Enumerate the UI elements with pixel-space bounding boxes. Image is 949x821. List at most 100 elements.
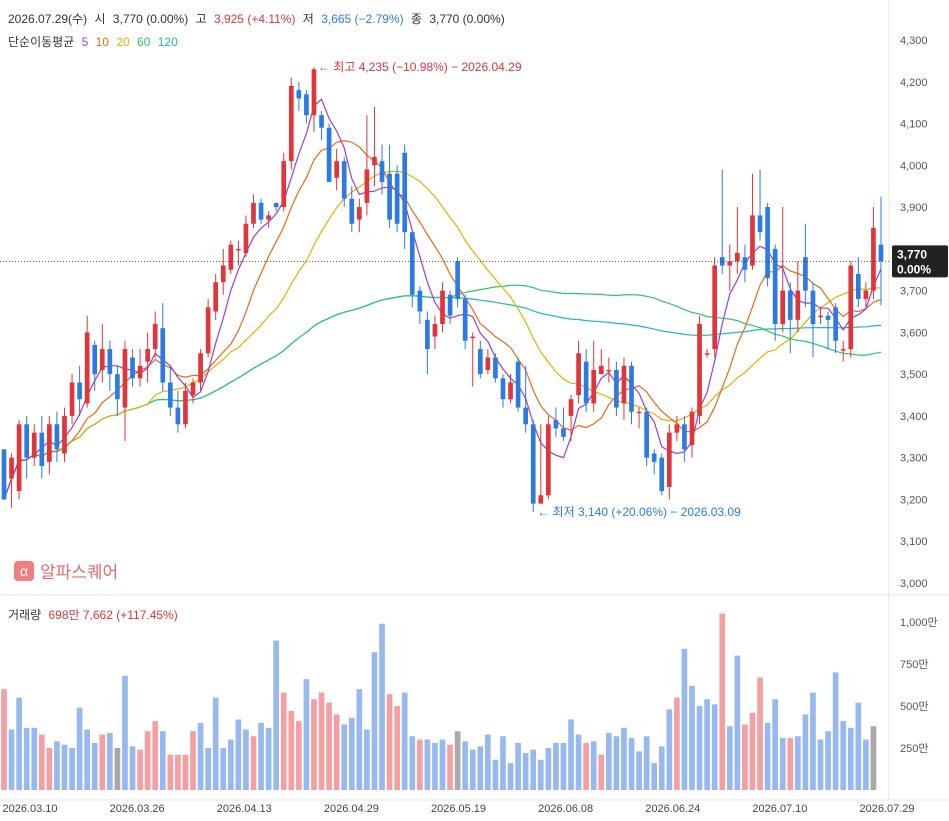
candle-body bbox=[447, 294, 453, 316]
close-label: 종 bbox=[410, 12, 422, 26]
candle-body bbox=[220, 265, 226, 283]
candle-body bbox=[682, 424, 687, 450]
volume-bar bbox=[371, 652, 378, 790]
low-label: 저 bbox=[302, 12, 314, 26]
volume-bar bbox=[817, 739, 824, 790]
candle-body bbox=[334, 161, 339, 178]
open-label: 시 bbox=[94, 12, 106, 26]
candle-body bbox=[742, 257, 748, 270]
candle-body bbox=[863, 290, 869, 299]
candle-body bbox=[855, 273, 861, 299]
candle-body bbox=[137, 365, 143, 379]
volume-bar bbox=[787, 737, 794, 790]
volume-bar bbox=[23, 727, 30, 790]
candle-body bbox=[704, 353, 710, 355]
candle-body bbox=[394, 173, 400, 224]
volume-bar bbox=[734, 655, 741, 790]
candle-body bbox=[765, 207, 770, 279]
volume-bar bbox=[99, 734, 106, 790]
candle-body bbox=[341, 161, 347, 199]
candle-body bbox=[47, 424, 52, 462]
date-tick-label: 2026.06.24 bbox=[645, 803, 700, 815]
volume-bar bbox=[666, 709, 673, 790]
alpha-logo-icon: α bbox=[14, 560, 34, 581]
candle-body bbox=[54, 424, 60, 450]
date-tick-label: 2026.03.26 bbox=[110, 803, 165, 815]
candle-body bbox=[666, 432, 672, 487]
candle-body bbox=[553, 420, 559, 429]
volume-bar bbox=[379, 623, 385, 790]
volume-bar bbox=[190, 731, 196, 790]
candle-body bbox=[561, 428, 566, 437]
candle-body bbox=[500, 378, 506, 400]
ma10-legend: 10 bbox=[95, 35, 109, 49]
price-tick-label: 3,200 bbox=[900, 494, 928, 506]
candle-body bbox=[409, 232, 415, 295]
volume-bar bbox=[69, 748, 75, 790]
candle-body bbox=[530, 424, 536, 504]
header-date: 2026.07.29(수) bbox=[8, 12, 88, 26]
volume-bar bbox=[462, 741, 469, 790]
volume-bar bbox=[212, 697, 219, 790]
candle-body bbox=[266, 215, 271, 220]
price-tick-label: 3,300 bbox=[900, 453, 928, 465]
volume-bar bbox=[726, 726, 733, 790]
candle-body bbox=[636, 411, 642, 414]
candle-body bbox=[175, 407, 181, 425]
volume-bar bbox=[401, 692, 408, 790]
volume-tick-label: 250만 bbox=[900, 742, 928, 755]
volume-bar bbox=[296, 721, 302, 790]
candle-body bbox=[576, 353, 581, 396]
volume-bar bbox=[220, 748, 227, 790]
candle-body bbox=[772, 248, 778, 325]
price-tick-label: 3,900 bbox=[900, 202, 928, 214]
volume-bar bbox=[522, 753, 529, 790]
volume-bar bbox=[492, 759, 499, 790]
volume-bar bbox=[575, 734, 582, 790]
volume-bar bbox=[341, 724, 348, 790]
candle-body bbox=[795, 290, 801, 320]
volume-tick-label: 500만 bbox=[900, 700, 928, 713]
candle-body bbox=[591, 369, 597, 404]
alphasquare-logo: α 알파스퀘어 bbox=[14, 558, 118, 583]
volume-bar bbox=[250, 736, 257, 790]
candle-body bbox=[440, 290, 445, 325]
volume-bar bbox=[280, 692, 287, 790]
volume-bar bbox=[530, 749, 537, 790]
candle-body bbox=[130, 357, 135, 379]
ma20-line bbox=[3, 170, 881, 500]
candle-body bbox=[787, 290, 793, 320]
volume-bar bbox=[76, 707, 83, 790]
volume-bar bbox=[613, 736, 620, 790]
candle-body bbox=[878, 244, 884, 262]
date-tick-label: 2026.07.10 bbox=[752, 803, 807, 815]
candle-body bbox=[311, 69, 317, 116]
volume-bar bbox=[545, 748, 552, 790]
candle-body bbox=[750, 215, 755, 266]
volume-bar bbox=[674, 697, 680, 790]
low-value: 3,665 (−2.79%) bbox=[321, 12, 404, 26]
candle-body bbox=[485, 357, 491, 370]
date-tick-label: 2026.05.19 bbox=[431, 803, 486, 815]
volume-bar bbox=[553, 742, 559, 790]
ma60-legend: 60 bbox=[137, 35, 151, 49]
volume-bar bbox=[258, 722, 264, 790]
ma-legend[interactable]: 단순이동평균 5 10 20 60 120 bbox=[8, 33, 182, 50]
candle-body bbox=[99, 349, 105, 370]
volume-bar bbox=[651, 763, 658, 790]
volume-bar bbox=[583, 742, 589, 790]
volume-bar bbox=[1, 689, 7, 790]
volume-header: 거래량 698만 7,662 (+117.45%) bbox=[8, 606, 182, 623]
candle-body bbox=[326, 127, 332, 183]
candle-body bbox=[621, 365, 627, 404]
candle-body bbox=[425, 319, 430, 350]
logo-text: 알파스퀘어 bbox=[40, 563, 119, 582]
volume-bar bbox=[447, 744, 453, 790]
volume-bar bbox=[243, 729, 249, 790]
volume-bar bbox=[537, 759, 544, 790]
candle-body bbox=[523, 407, 529, 425]
current-price-badge bbox=[892, 245, 948, 278]
candle-body bbox=[651, 453, 657, 462]
volume-bar bbox=[122, 675, 128, 790]
